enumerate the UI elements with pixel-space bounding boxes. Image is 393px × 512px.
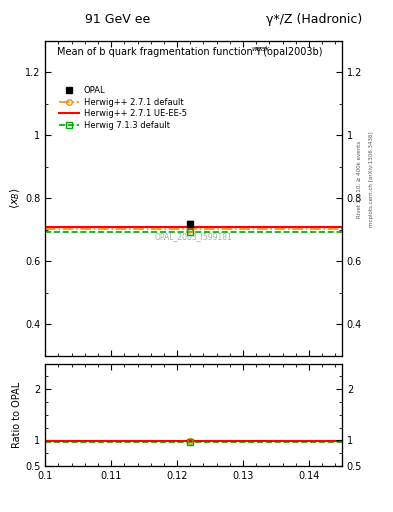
Text: Mean of b quark fragmentation function Υ: Mean of b quark fragmentation function Υ — [57, 47, 262, 57]
Y-axis label: $\langle x_B \rangle$: $\langle x_B \rangle$ — [9, 187, 22, 209]
Text: weak: weak — [252, 46, 270, 52]
Y-axis label: Ratio to OPAL: Ratio to OPAL — [12, 381, 22, 448]
Text: γ*/Z (Hadronic): γ*/Z (Hadronic) — [266, 13, 362, 26]
Text: OPAL_2003_I599181: OPAL_2003_I599181 — [155, 232, 232, 241]
Text: 91 GeV ee: 91 GeV ee — [85, 13, 151, 26]
Text: Rivet 3.1.10, ≥ 400k events: Rivet 3.1.10, ≥ 400k events — [357, 141, 362, 218]
Text: mcplots.cern.ch [arXiv:1306.3436]: mcplots.cern.ch [arXiv:1306.3436] — [369, 132, 374, 227]
Legend: OPAL, Herwig++ 2.7.1 default, Herwig++ 2.7.1 UE-EE-5, Herwig 7.1.3 default: OPAL, Herwig++ 2.7.1 default, Herwig++ 2… — [55, 83, 190, 133]
Text: (opal2003b): (opal2003b) — [260, 47, 323, 57]
